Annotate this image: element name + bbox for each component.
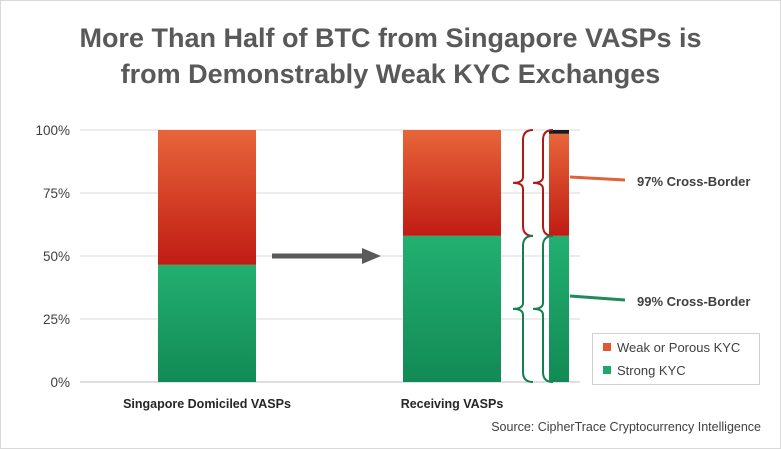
x-category-label: Singapore Domiciled VASPs [123, 397, 291, 411]
bar-strong-1 [403, 235, 501, 382]
bar-weak-1 [403, 130, 501, 236]
chart-title: More Than Half of BTC from Singapore VAS… [0, 20, 781, 92]
cross-border-segment-0 [549, 235, 569, 382]
y-tick-label: 25% [43, 312, 70, 327]
chart-title-line-2: from Demonstrably Weak KYC Exchanges [120, 59, 661, 89]
brace-weak-cross-border [532, 129, 554, 237]
cross-border-segment-1 [549, 133, 569, 236]
bar-weak-0 [158, 130, 256, 265]
cross-border-segment-2 [549, 130, 569, 134]
chart-title-line-1: More Than Half of BTC from Singapore VAS… [79, 23, 702, 53]
brace-strong-receiving [512, 234, 534, 383]
y-tick-label: 0% [50, 375, 70, 390]
y-tick-label: 100% [35, 123, 70, 138]
bar-strong-0 [158, 264, 256, 382]
source-note: Source: CipherTrace Cryptocurrency Intel… [491, 420, 761, 434]
x-category-label: Receiving VASPs [401, 397, 504, 411]
annotation-line-strong [569, 294, 626, 302]
chart-legend: Weak or Porous KYC Strong KYC [592, 333, 760, 385]
annotation-line-weak [569, 175, 626, 182]
legend-label-strong: Strong KYC [617, 362, 686, 378]
y-tick-label: 50% [43, 249, 70, 264]
arrow-head [362, 248, 381, 264]
legend-label-weak: Weak or Porous KYC [617, 339, 741, 355]
y-tick-label: 75% [43, 186, 70, 201]
brace-weak-receiving [512, 129, 534, 237]
brace-strong-cross-border [532, 234, 554, 383]
legend-swatch-weak [603, 343, 611, 351]
annotation-97-cross-border: 97% Cross-Border [637, 174, 750, 189]
legend-swatch-strong [603, 366, 611, 374]
annotation-99-cross-border: 99% Cross-Border [637, 294, 750, 309]
legend-item-weak: Weak or Porous KYC [603, 338, 740, 356]
legend-item-strong: Strong KYC [603, 361, 686, 379]
